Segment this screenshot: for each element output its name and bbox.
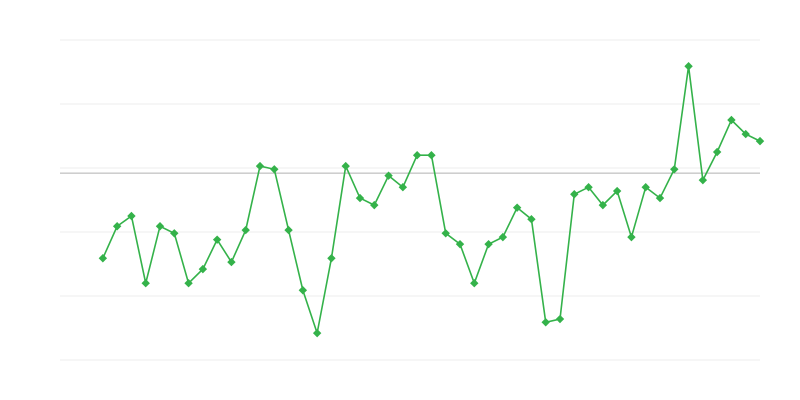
data-point bbox=[698, 175, 708, 185]
data-point bbox=[255, 161, 265, 171]
data-point bbox=[398, 183, 408, 192]
data-point bbox=[455, 239, 465, 249]
data-point bbox=[112, 222, 122, 231]
data-point bbox=[555, 314, 565, 324]
data-point bbox=[470, 279, 479, 288]
data-point bbox=[627, 232, 636, 242]
data-point bbox=[198, 264, 208, 274]
data-point bbox=[570, 190, 579, 199]
data-point bbox=[141, 279, 150, 288]
data-point bbox=[355, 193, 365, 203]
data-point bbox=[484, 239, 493, 249]
data-point bbox=[227, 257, 236, 267]
data-point bbox=[441, 229, 450, 238]
data-point bbox=[298, 286, 308, 295]
data-point bbox=[312, 328, 322, 338]
data-point bbox=[584, 183, 593, 192]
data-point bbox=[741, 129, 750, 139]
data-point bbox=[98, 254, 108, 263]
data-point bbox=[727, 115, 736, 125]
data-point bbox=[541, 318, 550, 327]
data-point bbox=[384, 171, 393, 180]
data-point bbox=[184, 279, 193, 288]
data-point bbox=[155, 222, 165, 231]
data-point bbox=[427, 151, 436, 160]
data-point bbox=[684, 62, 693, 71]
data-point bbox=[498, 232, 508, 242]
data-point bbox=[598, 200, 608, 210]
data-point bbox=[670, 165, 679, 174]
data-point bbox=[127, 211, 136, 221]
data-point bbox=[370, 200, 379, 210]
data-point bbox=[327, 254, 336, 263]
data-point bbox=[341, 161, 350, 171]
data-point bbox=[412, 151, 422, 160]
data-point bbox=[641, 183, 650, 192]
data-point bbox=[270, 165, 279, 174]
data-point bbox=[512, 203, 522, 212]
data-point bbox=[712, 147, 722, 157]
data-point bbox=[755, 136, 765, 146]
data-point bbox=[241, 225, 250, 235]
data-point bbox=[655, 193, 665, 203]
data-point bbox=[170, 229, 179, 238]
data-point bbox=[212, 235, 222, 244]
data-point bbox=[284, 225, 293, 235]
data-point bbox=[527, 215, 536, 224]
data-point bbox=[612, 186, 622, 196]
